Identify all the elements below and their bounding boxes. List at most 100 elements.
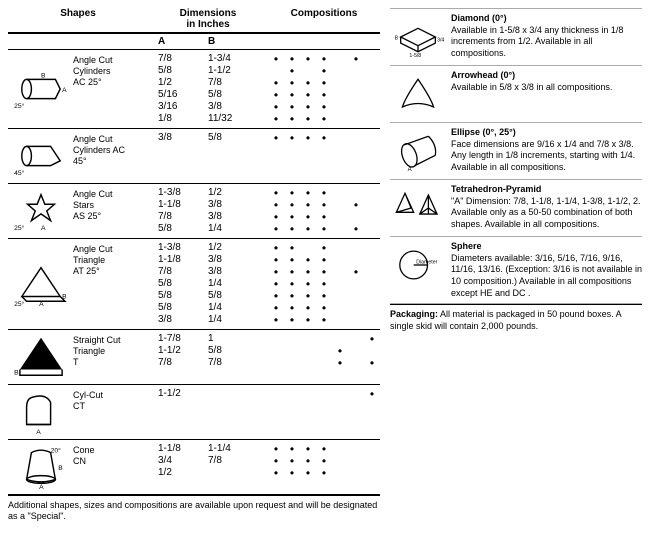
composition-dot	[348, 333, 364, 345]
composition-dot: •	[348, 266, 364, 278]
right-desc: "A" Dimension: 7/8, 1-1/8, 1-1/4, 1-3/8,…	[451, 196, 641, 229]
shape-name: Angle Cut Cylinders AC 45°	[73, 132, 148, 180]
composition-dot: •	[300, 223, 316, 235]
composition-dot	[364, 290, 380, 302]
dim-a: 1-1/8	[148, 254, 208, 266]
shape-row: ACyl-Cut CT1-1/2•	[8, 385, 380, 440]
composition-dot: •	[284, 132, 300, 144]
right-diagram: A	[390, 127, 445, 175]
shape-name: Angle Cut Triangle AT 25°	[73, 242, 148, 326]
svg-text:B: B	[14, 369, 19, 376]
composition-dot	[332, 278, 348, 290]
composition-dot	[348, 455, 364, 467]
svg-text:Diameter: Diameter	[416, 259, 437, 265]
composition-dot: •	[348, 199, 364, 211]
dim-a: 5/8	[148, 302, 208, 314]
header-shapes: Shapes	[8, 8, 148, 30]
composition-dot: •	[316, 223, 332, 235]
dim-a: 5/16	[148, 89, 208, 101]
composition-dot	[284, 333, 300, 345]
composition-dot: •	[300, 132, 316, 144]
composition-dot	[364, 53, 380, 65]
shape-name: Angle Cut Cylinders AC 25°	[73, 53, 148, 125]
svg-text:A: A	[407, 167, 412, 173]
subheader-a: A	[148, 36, 208, 47]
right-title: Tetrahedron-Pyramid	[451, 184, 541, 194]
right-item: AEllipse (0°, 25°)Face dimensions are 9/…	[390, 123, 642, 180]
dim-a: 5/8	[148, 290, 208, 302]
table-subheader: A B	[8, 34, 380, 50]
composition-dot	[332, 314, 348, 326]
subheader-b: B	[208, 36, 268, 47]
composition-dot	[268, 357, 284, 369]
composition-dot	[348, 89, 364, 101]
composition-dot	[268, 333, 284, 345]
composition-dot	[364, 89, 380, 101]
composition-dot	[332, 254, 348, 266]
footnote: Additional shapes, sizes and composition…	[8, 495, 380, 522]
svg-text:B: B	[58, 465, 63, 472]
composition-dot	[348, 242, 364, 254]
composition-dot	[332, 101, 348, 113]
composition-dot	[364, 77, 380, 89]
dim-a: 1-1/2	[148, 345, 208, 357]
composition-dot: •	[364, 388, 380, 400]
composition-dot	[364, 187, 380, 199]
composition-dot	[316, 345, 332, 357]
dim-b: 1/4	[208, 278, 268, 290]
dimensions-cell: 1-1/2	[148, 388, 268, 436]
composition-dot: •	[268, 53, 284, 65]
dim-a: 1-1/8	[148, 199, 208, 211]
composition-dot	[332, 443, 348, 455]
svg-text:B: B	[62, 293, 67, 300]
left-panel: Shapes Dimensions in Inches Compositions…	[8, 8, 380, 522]
dim-a: 3/4	[148, 455, 208, 467]
composition-dot	[364, 254, 380, 266]
packaging-label: Packaging:	[390, 309, 438, 319]
composition-dot: •	[316, 467, 332, 479]
dimensions-cell: 1-1/81-1/43/47/81/2	[148, 443, 268, 491]
dim-b: 1-1/4	[208, 443, 268, 455]
composition-dot	[364, 278, 380, 290]
dim-b: 7/8	[208, 77, 268, 89]
shape-row: 25°BAAngle Cut Cylinders AC 25°7/81-3/45…	[8, 50, 380, 129]
shape-name: Angle Cut Stars AS 25°	[73, 187, 148, 235]
composition-dot: •	[316, 113, 332, 125]
dim-b: 5/8	[208, 132, 268, 144]
right-title: Diamond (0°)	[451, 13, 507, 23]
composition-dot	[348, 357, 364, 369]
dim-a: 5/8	[148, 223, 208, 235]
right-diagram: Diameter	[390, 241, 445, 299]
composition-dot	[364, 113, 380, 125]
composition-dot: •	[348, 223, 364, 235]
svg-text:B: B	[41, 72, 46, 79]
composition-dot	[300, 357, 316, 369]
dim-b: 1-3/4	[208, 53, 268, 65]
dim-b: 3/8	[208, 101, 268, 113]
dim-a: 5/8	[148, 278, 208, 290]
right-text: SphereDiameters available: 3/16, 5/16, 7…	[451, 241, 642, 299]
dim-b: 5/8	[208, 89, 268, 101]
svg-text:B: B	[394, 36, 398, 42]
composition-dot	[364, 266, 380, 278]
composition-dot: •	[268, 314, 284, 326]
dim-b: 3/8	[208, 211, 268, 223]
shape-diagram: 25°AB	[8, 242, 73, 326]
composition-dot	[348, 314, 364, 326]
dim-a: 7/8	[148, 357, 208, 369]
dimensions-cell: 1-3/81/21-1/83/87/83/85/81/4	[148, 187, 268, 235]
composition-dot	[284, 388, 300, 400]
dim-a: 1/2	[148, 467, 208, 479]
right-title: Ellipse (0°, 25°)	[451, 127, 516, 137]
composition-dot	[332, 290, 348, 302]
dim-b: 3/8	[208, 254, 268, 266]
composition-dot	[364, 455, 380, 467]
composition-dot: •	[364, 357, 380, 369]
composition-dot: •	[316, 314, 332, 326]
dim-b: 1/2	[208, 242, 268, 254]
composition-dot	[332, 77, 348, 89]
dim-a: 1-3/8	[148, 242, 208, 254]
svg-text:1-5/8: 1-5/8	[409, 53, 421, 59]
shape-diagram: 45°	[8, 132, 73, 180]
dim-a: 7/8	[148, 211, 208, 223]
